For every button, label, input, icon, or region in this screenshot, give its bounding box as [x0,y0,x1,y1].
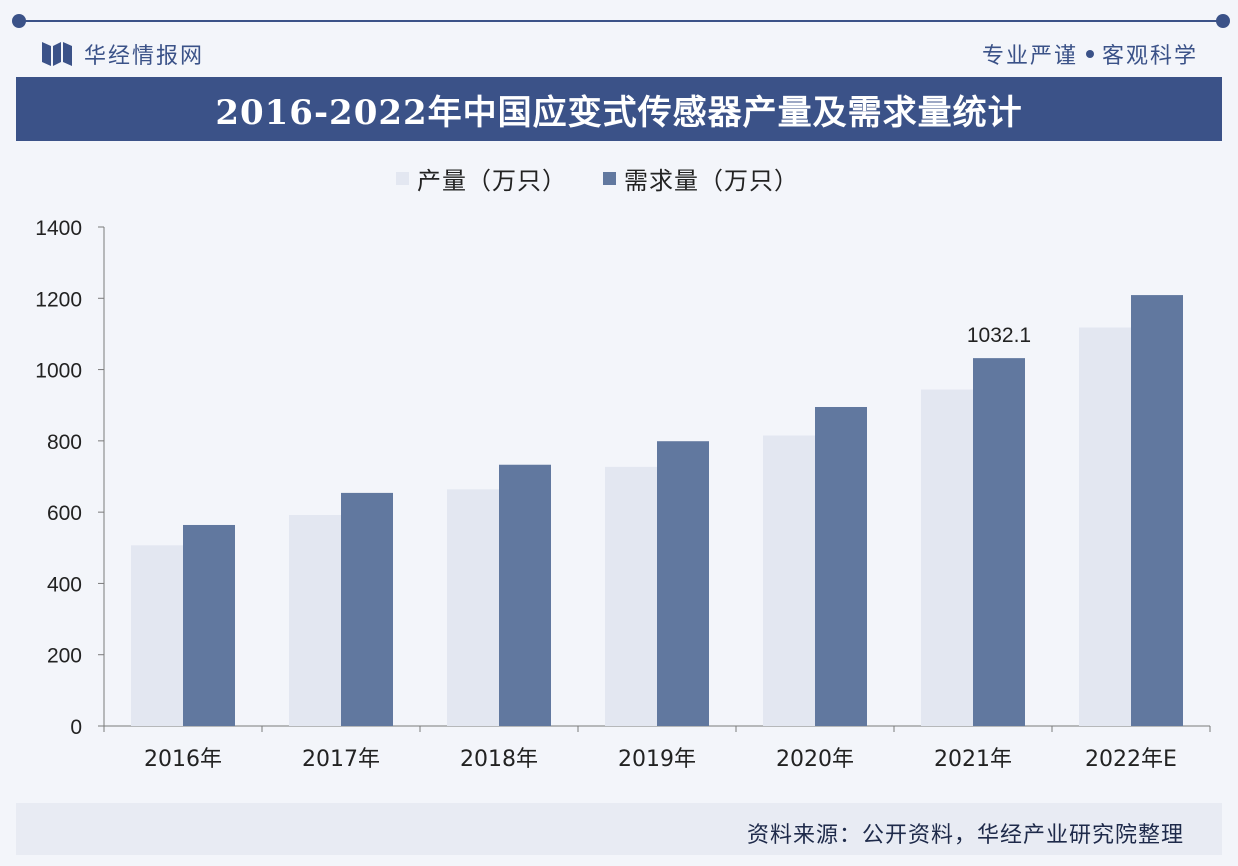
y-tick-label: 0 [70,716,82,739]
bar-demand [499,464,551,726]
y-tick-label: 200 [47,645,82,668]
slogan: 专业严谨 客观科学 [982,36,1198,72]
legend-swatch-demand [603,171,616,185]
bar-production [289,514,341,726]
top-frame-line [18,20,1224,22]
bar-production [605,466,657,726]
bar-demand [815,406,867,726]
source-note: 资料来源：公开资料，华经产业研究院整理 [746,823,1184,848]
brand-logo-icon [42,42,72,66]
chart-title: 2016-2022年中国应变式传感器产量及需求量统计 [215,92,1023,133]
legend-label-production: 产量（万只） [417,166,567,195]
brand: 华经情报网 [42,36,204,72]
legend-item-demand: 需求量（万只） [603,161,799,196]
slogan-right: 客观科学 [1101,44,1198,69]
x-tick-label: 2019年 [618,747,696,772]
bar-production [763,435,815,726]
legend-swatch-production [396,171,409,185]
bar-demand [657,441,709,726]
bar-demand [1131,295,1183,726]
bar-demand [973,358,1025,726]
bar-production [921,389,973,726]
legend-label-demand: 需求量（万只） [624,166,799,195]
bar-production [447,489,499,726]
y-tick-label: 1400 [35,217,82,240]
footer: 资料来源：公开资料，华经产业研究院整理 [16,803,1222,855]
legend-item-production: 产量（万只） [396,161,567,196]
bar-production [131,545,183,726]
slogan-left: 专业严谨 [981,44,1078,69]
x-tick-label: 2022年E [1085,747,1177,772]
legend: 产量（万只） 需求量（万只） [396,160,799,196]
x-tick-label: 2016年 [144,747,222,772]
x-tick-label: 2017年 [302,747,380,772]
y-tick-label: 800 [47,431,82,454]
top-right-frame-dot [1216,14,1230,28]
data-label: 1032.1 [967,324,1031,347]
title-bar: 2016-2022年中国应变式传感器产量及需求量统计 [16,77,1222,141]
bar-demand [341,492,393,726]
x-tick-label: 2018年 [460,747,538,772]
top-left-frame-dot [12,14,26,28]
x-tick-label: 2021年 [934,747,1012,772]
brand-name: 华经情报网 [84,44,205,69]
slogan-dot-icon [1085,50,1094,58]
y-tick-label: 1000 [35,360,82,383]
bar-demand [183,524,235,726]
y-tick-label: 600 [47,502,82,525]
y-tick-label: 400 [47,573,82,596]
bar-production [1079,327,1131,726]
y-tick-label: 1200 [35,288,82,311]
x-tick-label: 2020年 [776,747,854,772]
